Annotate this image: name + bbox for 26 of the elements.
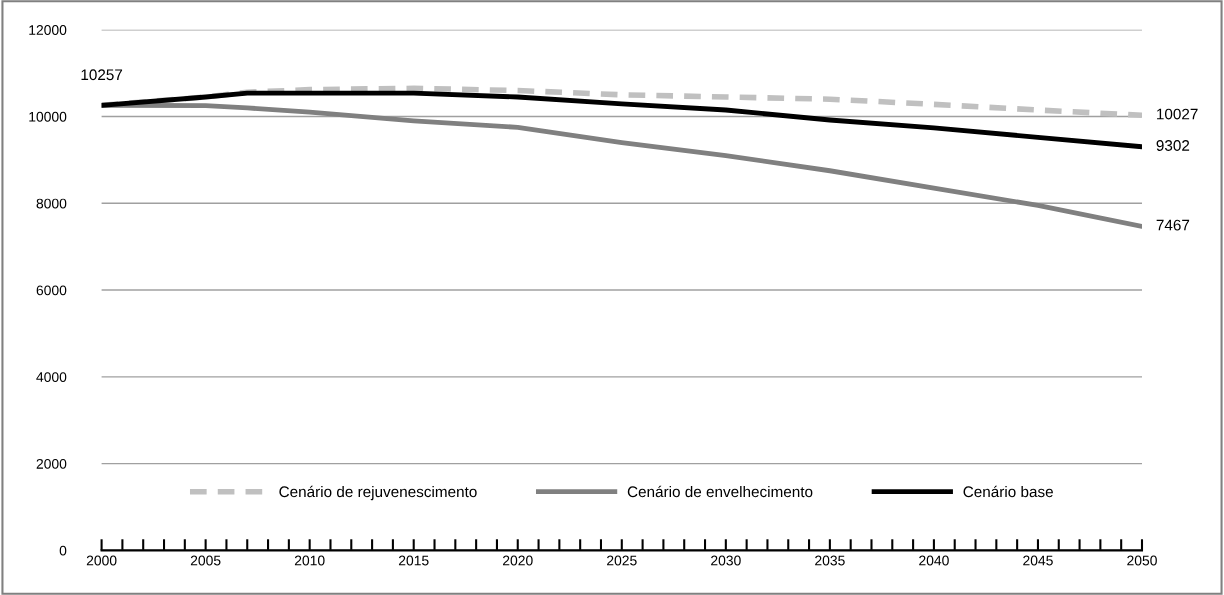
data-label: 10257 xyxy=(81,69,123,81)
x-tick-label: 2035 xyxy=(815,555,845,566)
y-tick-label: 6000 xyxy=(36,285,67,296)
y-tick-label: 8000 xyxy=(36,198,67,209)
y-tick-label: 10000 xyxy=(29,111,67,122)
legend-label: Cenário base xyxy=(963,485,1053,498)
y-tick-label: 4000 xyxy=(36,372,67,382)
x-tick-label: 2040 xyxy=(919,555,949,566)
x-tick-label: 2050 xyxy=(1127,555,1157,566)
y-tick-label: 0 xyxy=(59,545,67,556)
x-tick-label: 2030 xyxy=(711,555,741,566)
legend-label: Cenário de envelhecimento xyxy=(627,485,813,498)
line-series xyxy=(101,90,1142,150)
x-tick-label: 2045 xyxy=(1023,555,1053,566)
x-tick-label: 2025 xyxy=(607,555,637,566)
x-tick-label: 2005 xyxy=(190,555,221,566)
x-tick-label: 2010 xyxy=(294,555,325,566)
x-tick-label: 2020 xyxy=(503,555,533,566)
x-tick-label: 2000 xyxy=(86,555,117,566)
y-tick-label: 2000 xyxy=(36,458,67,469)
data-label: 10027 xyxy=(1157,108,1198,120)
legend-label: Cenário de rejuvenescimento xyxy=(279,485,477,501)
data-label: 9302 xyxy=(1156,140,1190,151)
data-label: 7467 xyxy=(1156,219,1190,231)
x-tick-label: 2015 xyxy=(398,555,429,566)
y-tick-label: 12000 xyxy=(29,25,67,35)
